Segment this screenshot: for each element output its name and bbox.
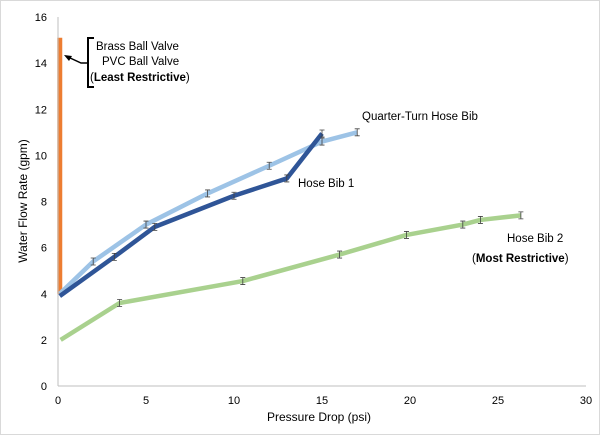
data-point-marker [337,250,343,259]
data-point-marker [205,189,211,198]
x-tick-label: 20 [404,395,416,407]
most-restrictive-bold: Most Restrictive [476,253,565,265]
ball-valve-arrowhead [64,55,72,61]
data-point-marker [518,211,524,220]
label-brass-ball-valve: Brass Ball Valve [96,41,179,53]
series-line-hose-bib-1 [58,132,324,298]
y-tick-label: 2 [41,335,47,347]
y-tick-label: 14 [35,58,47,70]
y-tick-label: 16 [35,12,47,24]
least-open-paren: ( [90,72,94,84]
series-layer [57,37,524,342]
y-tick-label: 10 [35,150,47,162]
label-most-restrictive: (Most Restrictive) [472,253,569,265]
y-tick-label: 6 [41,243,47,255]
series-line-hose-bib-2 [59,213,522,342]
data-point-marker [143,220,149,229]
data-point-marker [111,252,117,261]
data-point-marker [240,277,246,285]
y-tick-label: 8 [41,197,47,209]
x-axis-ticks: 0 5 10 15 20 25 30 [55,395,592,407]
label-least-restrictive: (Least Restrictive) [90,72,190,84]
x-tick-label: 15 [316,395,328,407]
data-point-marker [477,216,483,224]
data-point-marker [319,129,325,138]
x-tick-label: 10 [228,395,240,407]
data-point-marker [231,191,237,200]
x-axis-title: Pressure Drop (psi) [267,410,371,424]
data-point-marker [284,174,290,183]
least-restrictive-bold: Least Restrictive [94,72,186,84]
most-close-paren: ) [565,253,569,265]
x-tick-label: 5 [143,395,149,407]
data-point-marker [117,299,123,307]
x-tick-label: 25 [492,395,504,407]
x-tick-label: 30 [580,395,592,407]
y-tick-label: 0 [41,381,47,393]
label-quarter-turn-hose-bib: Quarter-Turn Hose Bib [362,111,478,123]
y-axis-title: Water Flow Rate (gpm) [16,139,30,263]
series-line-quarter-turn-hose-bib [58,130,358,296]
most-open-paren: ( [472,253,476,265]
data-point-marker [403,231,409,239]
y-tick-label: 4 [41,289,47,301]
label-pvc-ball-valve: PVC Ball Valve [102,56,179,68]
data-point-marker [266,161,272,170]
y-axis-ticks: 0 2 4 6 8 10 12 14 16 [35,12,47,393]
data-point-marker [152,222,158,231]
data-point-marker [460,220,466,229]
data-point-marker [90,257,96,266]
x-tick-label: 0 [55,395,61,407]
data-point-marker [354,128,360,137]
y-tick-label: 12 [35,104,47,116]
least-close-paren: ) [186,72,190,84]
label-hose-bib-1: Hose Bib 1 [298,178,354,190]
label-hose-bib-2: Hose Bib 2 [507,233,563,245]
ball-valve-arrow-line [67,56,88,64]
